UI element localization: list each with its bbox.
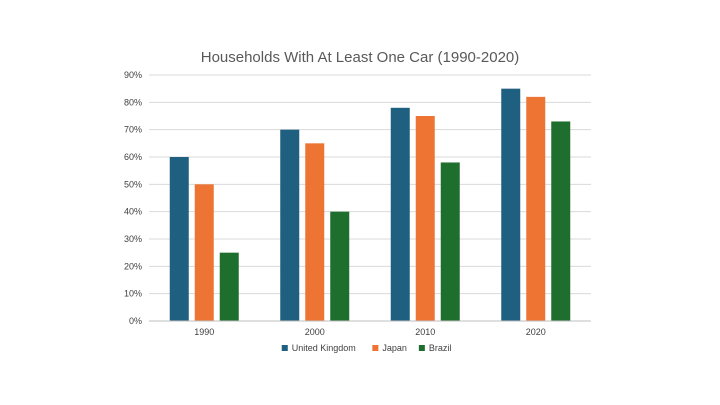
legend-swatch: [418, 345, 425, 351]
x-tick-label: 1990: [194, 327, 214, 337]
bar-brazil-1990: [219, 252, 239, 321]
bar-brazil-2010: [440, 162, 460, 321]
y-tick-label: 0%: [129, 316, 142, 326]
y-tick-label: 70%: [124, 125, 142, 135]
bar-japan-2000: [305, 143, 325, 321]
y-tick-label: 90%: [124, 70, 142, 80]
gridlines: [149, 74, 591, 295]
legend-label: Japan: [382, 343, 407, 353]
x-tick-label: 2000: [305, 327, 325, 337]
y-tick-label: 20%: [124, 261, 142, 271]
legend-label: Brazil: [429, 343, 452, 353]
legend: United Kingdom Japan Brazil: [281, 343, 452, 353]
y-tick-label: 40%: [124, 207, 142, 217]
y-axis-ticks: 0% 10% 20% 30% 40% 50% 60% 70% 80% 90%: [124, 70, 142, 326]
legend-swatch: [372, 345, 379, 351]
bar-united-kingdom-1990: [169, 157, 189, 321]
chart-title: Households With At Least One Car (1990-2…: [201, 49, 520, 66]
bar-japan-2020: [526, 96, 546, 321]
x-tick-label: 2020: [526, 327, 546, 337]
x-axis-ticks: 1990 2000 2010 2020: [194, 327, 546, 337]
y-tick-label: 30%: [124, 234, 142, 244]
y-tick-label: 10%: [124, 289, 142, 299]
y-tick-label: 50%: [124, 179, 142, 189]
bar-united-kingdom-2010: [390, 107, 410, 321]
bars: [169, 88, 571, 322]
bar-brazil-2020: [551, 121, 571, 321]
bar-united-kingdom-2020: [501, 88, 521, 322]
y-tick-label: 80%: [124, 97, 142, 107]
legend-swatch: [281, 345, 288, 351]
bar-japan-1990: [194, 184, 214, 321]
bar-japan-2010: [415, 116, 435, 321]
x-tick-label: 2010: [415, 327, 435, 337]
bar-united-kingdom-2000: [280, 129, 300, 321]
legend-label: United Kingdom: [292, 343, 356, 353]
bar-brazil-2000: [330, 211, 350, 321]
y-tick-label: 60%: [124, 152, 142, 162]
